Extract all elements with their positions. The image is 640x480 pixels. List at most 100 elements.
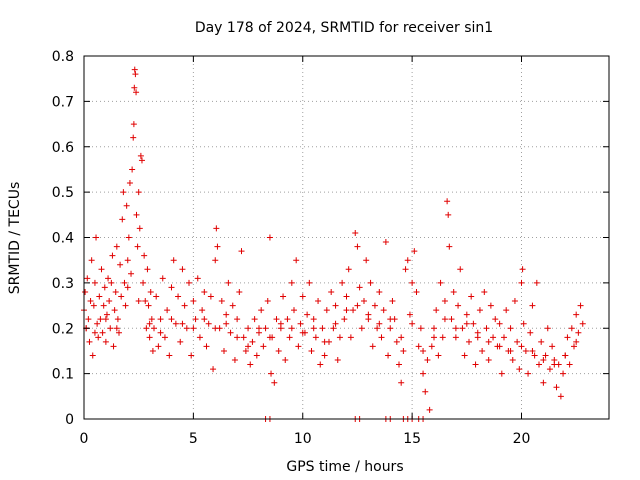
data-point [402, 266, 409, 273]
data-point [448, 316, 455, 323]
data-point [268, 370, 275, 377]
data-point [450, 288, 457, 295]
data-point [128, 270, 135, 277]
data-point [466, 338, 472, 345]
data-point [341, 316, 348, 323]
data-point [328, 288, 335, 295]
y-tick-label: 0.8 [52, 49, 74, 65]
data-point [310, 316, 317, 323]
data-point [398, 379, 405, 386]
data-point [519, 266, 526, 273]
data-point [374, 325, 381, 332]
data-point [107, 325, 114, 332]
data-point [332, 302, 339, 309]
grid-layer [83, 55, 609, 420]
data-point [149, 347, 156, 354]
data-point [186, 279, 192, 286]
data-point [155, 343, 162, 350]
data-point [334, 357, 341, 364]
data-point [273, 316, 280, 323]
data-point [498, 370, 505, 377]
data-point [424, 357, 431, 364]
data-point [157, 329, 164, 336]
data-point [439, 334, 446, 341]
data-point [159, 275, 166, 282]
plot-frame [83, 55, 610, 420]
data-point [562, 352, 569, 359]
data-point [282, 357, 289, 364]
data-point [431, 334, 437, 341]
data-point [393, 338, 400, 345]
data-point [542, 352, 549, 359]
data-point [409, 279, 416, 286]
data-point [146, 320, 153, 327]
data-point [142, 298, 149, 305]
data-point [114, 316, 121, 323]
data-point [106, 298, 113, 305]
data-point [94, 320, 101, 327]
data-point [141, 252, 148, 259]
data-point [485, 338, 492, 345]
data-point [321, 352, 328, 359]
data-point [93, 234, 100, 241]
data-point [238, 248, 245, 255]
data-point [130, 121, 137, 128]
data-point [354, 302, 361, 309]
y-tick-label: 0.3 [52, 276, 74, 292]
data-point [415, 343, 422, 350]
data-point [511, 298, 518, 305]
data-point [192, 316, 199, 323]
data-points [81, 66, 586, 422]
data-point [330, 325, 337, 332]
data-point [190, 298, 197, 305]
data-point [280, 293, 287, 300]
data-point [339, 279, 346, 286]
data-point [227, 329, 234, 336]
x-tick-label: 20 [513, 431, 531, 447]
data-point [95, 334, 102, 341]
data-point [91, 329, 98, 336]
data-point [103, 311, 110, 318]
data-point [564, 334, 571, 341]
data-point [420, 370, 427, 377]
data-point [503, 307, 510, 314]
data-point [201, 288, 208, 295]
data-point [277, 320, 284, 327]
chart-title: Day 178 of 2024, SRMTID for receiver sin… [195, 20, 493, 36]
data-point [291, 307, 297, 314]
data-point [275, 347, 282, 354]
data-point [533, 279, 540, 286]
data-point [266, 234, 273, 241]
data-point [317, 361, 324, 368]
data-point [124, 257, 131, 264]
data-point [145, 302, 152, 309]
data-point [132, 71, 139, 78]
data-point [190, 325, 197, 332]
data-point [229, 302, 236, 309]
data-point [540, 357, 547, 364]
data-point [179, 320, 186, 327]
data-point [97, 316, 104, 323]
data-point [435, 352, 442, 359]
data-point [121, 279, 128, 286]
data-point [422, 388, 429, 395]
data-point [361, 298, 367, 305]
data-point [481, 288, 488, 295]
data-point [343, 293, 350, 300]
data-point [516, 366, 523, 373]
data-point [253, 352, 260, 359]
data-point [304, 311, 311, 318]
data-point [310, 325, 317, 332]
data-point [417, 325, 424, 332]
data-point [168, 316, 175, 323]
data-point [234, 316, 241, 323]
data-point [518, 343, 525, 350]
data-point [234, 334, 241, 341]
data-point [133, 211, 140, 218]
data-point [525, 370, 532, 377]
data-point [387, 316, 394, 323]
data-point [437, 279, 444, 286]
data-point [264, 298, 271, 305]
data-point [400, 347, 407, 354]
data-point [119, 216, 126, 223]
